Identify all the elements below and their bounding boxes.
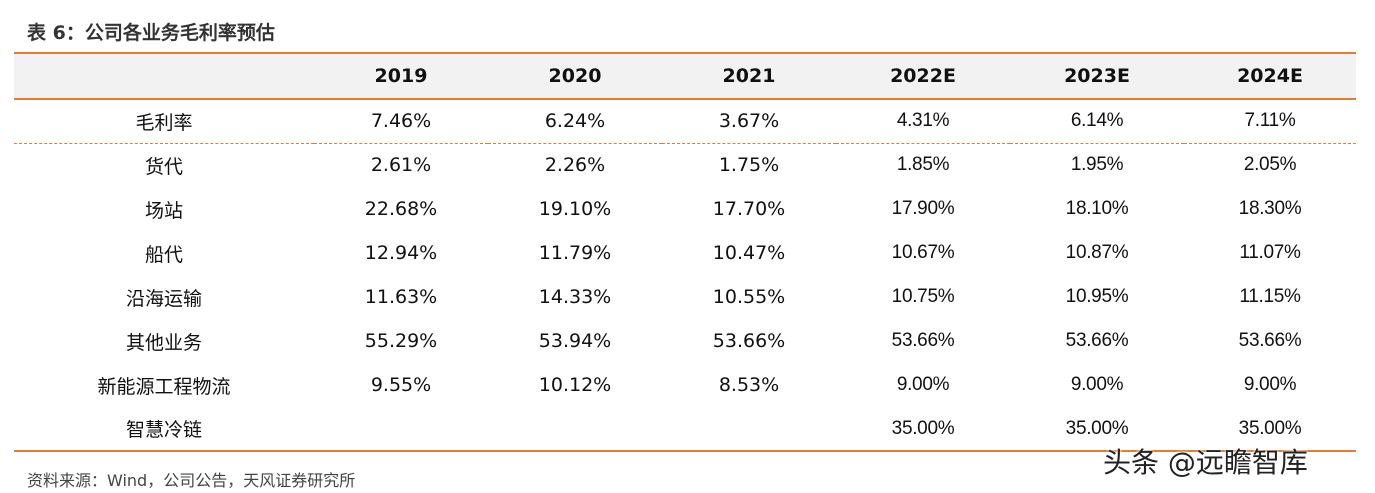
table-cell: 14.33% xyxy=(538,286,612,308)
row-label: 新能源工程物流 xyxy=(97,375,231,398)
table-cell: 10.95% xyxy=(1065,286,1129,307)
table-cell: 1.95% xyxy=(1070,154,1124,176)
table-cell: 53.94% xyxy=(538,330,612,352)
table-row: 新能源工程物流 9.55% 10.12% 8.53% 9.00% 9.00% 9… xyxy=(14,363,1356,407)
table-cell: 2.05% xyxy=(1243,154,1297,176)
table-cell: 3.67% xyxy=(662,99,836,144)
table-cell: 18.10% xyxy=(1065,198,1129,219)
gross-margin-table: 2019 2020 2021 2022E 2023E 2024E 毛利率 7.4… xyxy=(14,54,1356,452)
table-cell: 10.55% xyxy=(712,286,786,308)
row-label: 场站 xyxy=(144,199,183,222)
table-cell: 6.24% xyxy=(488,99,662,144)
table-row: 货代 2.61% 2.26% 1.75% 1.85% 1.95% 2.05% xyxy=(14,143,1356,187)
table-cell: 53.66% xyxy=(891,330,955,351)
table-cell: 53.66% xyxy=(1065,330,1129,351)
header-cell: 2023E xyxy=(1010,54,1184,100)
table-cell: 4.31% xyxy=(836,99,1010,144)
table-cell: 9.00% xyxy=(1243,374,1297,395)
table-cell: 18.30% xyxy=(1238,198,1302,219)
table-cell: 7.46% xyxy=(314,99,488,144)
table-cell: 2.26% xyxy=(544,154,606,177)
table-cell: 53.66% xyxy=(1238,330,1302,351)
table-cell: 9.55% xyxy=(370,374,432,396)
source-note: 资料来源：Wind，公司公告，天风证券研究所 xyxy=(27,471,356,490)
row-label: 货代 xyxy=(144,155,183,178)
table-cell: 17.70% xyxy=(712,198,786,220)
header-cell: 2021 xyxy=(662,54,836,100)
table-cell xyxy=(488,407,662,452)
table-cell: 11.79% xyxy=(538,242,612,264)
row-label: 沿海运输 xyxy=(125,287,202,310)
table-cell: 22.68% xyxy=(364,198,438,220)
header-cell: 2019 xyxy=(314,54,488,100)
header-row: 2019 2020 2021 2022E 2023E 2024E xyxy=(14,54,1356,100)
table-cell: 10.67% xyxy=(891,242,955,263)
table-cell: 7.11% xyxy=(1184,99,1356,144)
table-row: 船代 12.94% 11.79% 10.47% 10.67% 10.87% 11… xyxy=(14,231,1356,275)
table-cell: 2.61% xyxy=(370,154,432,177)
table-cell: 10.75% xyxy=(891,286,955,307)
table-row: 毛利率 7.46% 6.24% 3.67% 4.31% 6.14% 7.11% xyxy=(14,99,1356,144)
table-cell: 17.90% xyxy=(891,198,955,219)
header-cell xyxy=(14,54,314,100)
table-cell: 11.15% xyxy=(1239,286,1301,307)
table-cell: 55.29% xyxy=(364,330,438,352)
table-cell: 10.87% xyxy=(1065,242,1129,263)
table-cell xyxy=(314,407,488,452)
table-row: 智慧冷链 35.00% 35.00% 35.00% xyxy=(14,407,1356,452)
table-cell: 11.07% xyxy=(1239,242,1301,263)
table-row: 沿海运输 11.63% 14.33% 10.55% 10.75% 10.95% … xyxy=(14,275,1356,319)
table-cell: 19.10% xyxy=(538,198,612,220)
header-cell: 2022E xyxy=(836,54,1010,100)
row-label: 智慧冷链 xyxy=(14,407,314,452)
table-cell: 9.00% xyxy=(896,374,950,395)
table-row: 场站 22.68% 19.10% 17.70% 17.90% 18.10% 18… xyxy=(14,187,1356,231)
row-label: 毛利率 xyxy=(14,99,314,144)
header-cell: 2020 xyxy=(488,54,662,100)
watermark: 头条 @远瞻智库 xyxy=(1103,446,1308,479)
row-label: 船代 xyxy=(144,243,183,266)
table-cell: 1.75% xyxy=(718,154,780,177)
table-cell: 10.12% xyxy=(538,374,612,396)
table-cell: 35.00% xyxy=(1184,407,1356,452)
table-cell: 11.63% xyxy=(364,286,438,308)
row-label: 其他业务 xyxy=(125,331,202,354)
top-rule xyxy=(14,52,1356,54)
table-cell: 1.85% xyxy=(896,154,950,176)
table-row: 其他业务 55.29% 53.94% 53.66% 53.66% 53.66% … xyxy=(14,319,1356,363)
table-cell xyxy=(662,407,836,452)
table-title: 表 6：公司各业务毛利率预估 xyxy=(27,22,275,44)
header-cell: 2024E xyxy=(1184,54,1356,100)
table-cell: 9.00% xyxy=(1070,374,1124,395)
table-cell: 8.53% xyxy=(718,374,780,396)
table-cell: 6.14% xyxy=(1010,99,1184,144)
table-cell: 35.00% xyxy=(836,407,1010,452)
table-cell: 10.47% xyxy=(712,242,786,264)
table-cell: 12.94% xyxy=(364,242,438,264)
table-cell: 35.00% xyxy=(1010,407,1184,452)
table-cell: 53.66% xyxy=(712,330,786,352)
